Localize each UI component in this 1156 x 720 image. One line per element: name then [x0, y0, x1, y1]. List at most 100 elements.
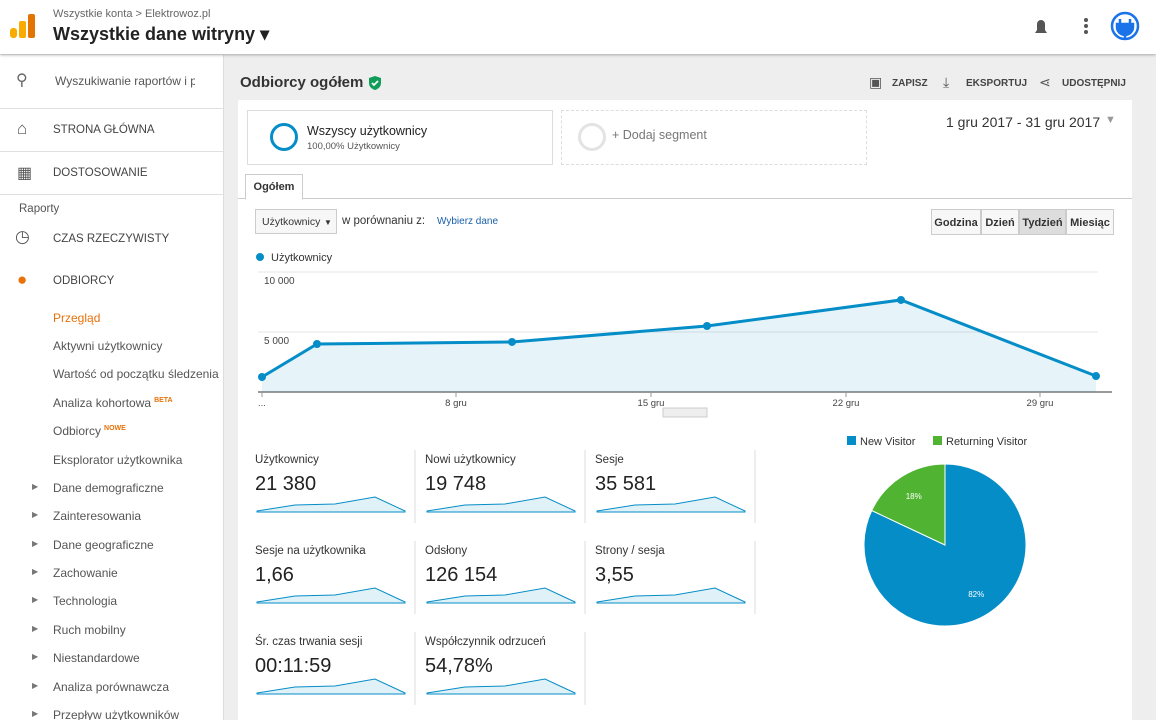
expand-arrow: ▶ [32, 482, 39, 491]
metric-value: 54,78% [425, 655, 493, 677]
label[interactable]: Eksplorator użytkownika [53, 453, 183, 467]
divider [0, 194, 223, 195]
legend-dot [256, 253, 264, 261]
nav-group[interactable]: Dane geograficzne [53, 538, 154, 552]
logo [10, 14, 35, 38]
nav-group[interactable]: Analiza porównawcza [53, 680, 170, 694]
breadcrumb[interactable]: Wszystkie konta > Elektrowoz.pl [53, 8, 211, 20]
x-tick-label: 22 gru [833, 398, 860, 409]
toolbar-action[interactable]: UDOSTĘPNIJ [1062, 78, 1126, 89]
line [261, 298, 1097, 379]
action-icon: ⋖ [1039, 74, 1051, 90]
nav-group[interactable]: Dane demograficzne [53, 481, 164, 495]
nav-icon: ◷ [15, 227, 30, 246]
granularity-button[interactable]: Tydzień [1019, 209, 1066, 235]
nav-icon: ▦ [17, 165, 33, 182]
label[interactable]: Przegląd [53, 311, 101, 325]
metric-dropdown[interactable]: Użytkownicy ▼ [255, 209, 337, 234]
header: Wszystkie konta > Elektrowoz.pl Wszystki… [0, 0, 1156, 54]
area [262, 299, 1096, 392]
expand-arrow: ▶ [32, 681, 39, 690]
metric-name: Śr. czas trwania sesji [255, 635, 362, 648]
nav-group[interactable]: Zachowanie [53, 566, 118, 580]
nav-group[interactable]: Ruch mobilny [53, 623, 126, 637]
sparkline [256, 496, 406, 513]
point [703, 322, 711, 330]
legend-label: Użytkownicy [271, 252, 333, 264]
crumb[interactable]: Elektrowoz.pl [145, 8, 211, 20]
add-segment[interactable]: + Dodaj segment [561, 110, 867, 165]
view-title[interactable]: Wszystkie dane witryny ▾ [53, 24, 270, 44]
label[interactable]: Wartość od początku śledzenia [53, 367, 219, 381]
pie-slice [871, 463, 946, 546]
legend-swatch [933, 436, 942, 445]
nav-group[interactable]: Zainteresowania [53, 509, 142, 523]
crumb[interactable]: Wszystkie konta [53, 8, 133, 20]
granularity-button[interactable]: Godzina [931, 209, 981, 235]
expand-arrow: ▶ [32, 567, 39, 576]
nav-subitem[interactable]: Odbiorcy NOWE [53, 424, 126, 438]
nav-group[interactable]: Niestandardowe [53, 651, 140, 665]
sparkline [256, 678, 406, 695]
action-icon: ⤓ [943, 74, 950, 90]
header-icons [1035, 11, 1140, 41]
nav-subitem[interactable]: Eksplorator użytkownika [53, 453, 182, 467]
verified-icon [369, 76, 381, 90]
nav-subitem[interactable]: Wartość od początku śledzenia [53, 367, 219, 381]
sparkline [426, 587, 576, 604]
label[interactable]: Analiza kohortowa [53, 396, 152, 410]
x-tick-label: 8 gru [445, 398, 467, 409]
nav-group[interactable]: Przepływ użytkowników [53, 708, 180, 720]
metric-value: 3,55 [595, 564, 634, 586]
expand-arrow: ▶ [32, 709, 39, 718]
nav-item[interactable]: STRONA GŁÓWNA [53, 124, 155, 136]
tab[interactable]: Ogółem [245, 174, 303, 200]
tab-line [238, 198, 1132, 199]
metric-name: Sesje na użytkownika [255, 545, 366, 557]
legend-swatch [847, 436, 856, 445]
toolbar-action[interactable]: EKSPORTUJ [966, 78, 1028, 89]
nav-subitem[interactable]: Aktywni użytkownicy [53, 339, 162, 353]
nav-item[interactable]: DOSTOSOWANIE [53, 167, 148, 179]
label[interactable]: Odbiorcy [53, 424, 102, 438]
nav-item[interactable]: CZAS RZECZYWISTY [53, 233, 170, 245]
nav-item[interactable]: ODBIORCY [53, 275, 115, 287]
label[interactable]: Aktywni użytkownicy [53, 339, 163, 353]
search-icon: ⚲ [16, 72, 28, 89]
date-range[interactable]: 1 gru 2017 - 31 gru 2017 [946, 114, 1101, 130]
pie-label: 82% [968, 590, 984, 599]
point [258, 373, 266, 381]
action-icon: ▣ [869, 74, 883, 90]
sparkline [426, 496, 576, 513]
x-tick-label: 15 gru [638, 398, 665, 409]
sparkline [596, 496, 746, 513]
granularity-button[interactable]: Dzień [981, 209, 1019, 235]
metric-value: 126 154 [425, 564, 497, 586]
legend-label: New Visitor [860, 436, 916, 448]
metric-value: 21 380 [255, 473, 316, 495]
expand-arrow: ▶ [32, 539, 39, 548]
metric-value: 1,66 [255, 564, 294, 586]
metric-name: Użytkownicy [255, 454, 319, 466]
segment-detail: 100,00% Użytkownicy [307, 141, 400, 152]
toolbar-action[interactable]: ZAPISZ [892, 78, 928, 89]
expand-arrow: ▶ [32, 595, 39, 604]
nav-group[interactable]: Technologia [53, 594, 118, 608]
nav-subitem[interactable]: Analiza kohortowa BETA [53, 396, 173, 410]
pie-label: 18% [906, 492, 922, 501]
nav-subitem[interactable]: Przegląd [53, 311, 100, 325]
point [1092, 372, 1100, 381]
compare-link[interactable]: Wybierz dane [437, 216, 499, 227]
segment-name: Wszyscy użytkownicy [307, 124, 428, 138]
metric-name[interactable]: Użytkownicy [262, 216, 321, 228]
sparkline [596, 587, 746, 604]
add-segment-label: + Dodaj segment [612, 128, 707, 142]
x-tick-label: 29 gru [1027, 398, 1054, 409]
segment-card[interactable]: Wszyscy użytkownicy 100,00% Użytkownicy [247, 110, 553, 165]
metric-name: Odsłony [425, 545, 467, 557]
granularity-button[interactable]: Miesiąc [1066, 209, 1114, 235]
search-box[interactable]: Wyszukiwanie raportów i p [55, 74, 195, 88]
view-name[interactable]: Wszystkie dane witryny [53, 24, 256, 44]
metric-value: 00:11:59 [255, 655, 331, 677]
